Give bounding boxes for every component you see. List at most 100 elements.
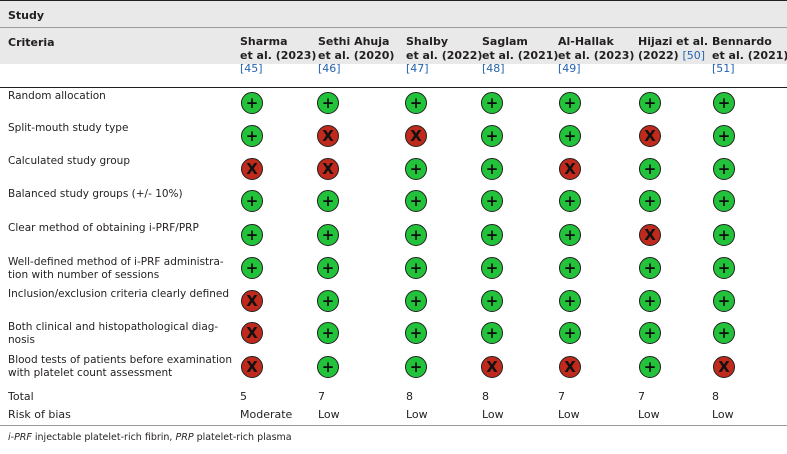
plus-icon: + xyxy=(481,158,503,180)
footnote-def-prp: platelet-rich plasma xyxy=(193,432,292,443)
study-reference-link[interactable]: [50] xyxy=(682,48,706,62)
top-rule xyxy=(0,0,787,1)
study-reference-link[interactable]: [51] xyxy=(712,62,735,75)
study-reference-link[interactable]: [47] xyxy=(406,62,429,75)
study-reference-link[interactable]: [48] xyxy=(482,62,505,75)
study-header: Hijazi et al. (2022) [50] xyxy=(638,35,708,62)
criteria-header: Criteria xyxy=(8,36,55,49)
criterion-line: Blood tests of patients before examinati… xyxy=(8,354,232,366)
footnote-abbr-iprf: i-PRF xyxy=(8,432,32,443)
header-band xyxy=(0,0,787,64)
plus-icon: + xyxy=(405,92,427,114)
criterion-label: Well-defined method of i-PRF administra-… xyxy=(8,256,224,282)
plus-icon: + xyxy=(713,190,735,212)
risk-value: Low xyxy=(712,408,734,421)
study-reference-link[interactable]: [45] xyxy=(240,62,263,75)
criterion-label: Both clinical and histopathological diag… xyxy=(8,321,218,347)
criterion-label: Clear method of obtaining i-PRF/PRP xyxy=(8,222,199,235)
cross-icon: X xyxy=(405,125,427,147)
criterion-line: tion with number of sessions xyxy=(8,269,160,281)
plus-icon: + xyxy=(559,290,581,312)
study-group-header: Study xyxy=(8,9,45,22)
criterion-label: Blood tests of patients before examinati… xyxy=(8,354,232,380)
criterion-line: Calculated study group xyxy=(8,155,130,167)
cross-icon: X xyxy=(317,158,339,180)
plus-icon: + xyxy=(639,190,661,212)
footnote: i-PRF injectable platelet-rich fibrin, P… xyxy=(8,432,292,444)
criterion-line: Clear method of obtaining i-PRF/PRP xyxy=(8,222,199,234)
criterion-line: Balanced study groups (+/- 10%) xyxy=(8,188,183,200)
plus-icon: + xyxy=(317,190,339,212)
cross-icon: X xyxy=(713,356,735,378)
plus-icon: + xyxy=(317,224,339,246)
study-reference-link[interactable]: [46] xyxy=(318,62,341,75)
total-value: 7 xyxy=(558,390,565,403)
total-value: 7 xyxy=(318,390,325,403)
criterion-label: Balanced study groups (+/- 10%) xyxy=(8,188,183,201)
plus-icon: + xyxy=(317,257,339,279)
plus-icon: + xyxy=(713,257,735,279)
risk-value: Low xyxy=(638,408,660,421)
plus-icon: + xyxy=(241,190,263,212)
plus-icon: + xyxy=(481,190,503,212)
criterion-line: Random allocation xyxy=(8,90,106,102)
study-header-line: Shalby xyxy=(406,35,448,48)
risk-value: Low xyxy=(558,408,580,421)
study-header-line: et al. (2023) xyxy=(558,48,635,62)
study-header-line: (2022) xyxy=(638,48,679,62)
cross-icon: X xyxy=(481,356,503,378)
plus-icon: + xyxy=(405,356,427,378)
plus-icon: + xyxy=(481,224,503,246)
header-bottom-rule xyxy=(0,87,787,88)
plus-icon: + xyxy=(481,125,503,147)
study-header: Al-Hallak et al. (2023) [49] xyxy=(558,35,634,76)
cross-icon: X xyxy=(241,322,263,344)
plus-icon: + xyxy=(639,158,661,180)
footnote-abbr-prp: PRP xyxy=(175,432,194,443)
plus-icon: + xyxy=(481,257,503,279)
study-reference-link[interactable]: [49] xyxy=(558,62,581,75)
total-value: 8 xyxy=(482,390,489,403)
plus-icon: + xyxy=(317,322,339,344)
criterion-label: Split-mouth study type xyxy=(8,122,128,135)
total-label: Total xyxy=(8,390,34,403)
plus-icon: + xyxy=(639,356,661,378)
cross-icon: X xyxy=(559,356,581,378)
plus-icon: + xyxy=(405,322,427,344)
study-header-line: et al. (2020) xyxy=(318,48,395,62)
criterion-line: Inclusion/exclusion criteria clearly def… xyxy=(8,288,230,300)
cross-icon: X xyxy=(317,125,339,147)
cross-icon: X xyxy=(639,224,661,246)
plus-icon: + xyxy=(559,322,581,344)
total-value: 7 xyxy=(638,390,645,403)
total-value: 8 xyxy=(406,390,413,403)
plus-icon: + xyxy=(241,257,263,279)
plus-icon: + xyxy=(639,290,661,312)
risk-value: Low xyxy=(318,408,340,421)
risk-value: Moderate xyxy=(240,408,293,421)
study-header-line: Sethi Ahuja xyxy=(318,35,390,48)
plus-icon: + xyxy=(317,92,339,114)
study-header-line: Al-Hallak xyxy=(558,35,614,48)
study-header-line: Sharma xyxy=(240,35,288,48)
footnote-def-iprf: injectable platelet-rich fibrin, xyxy=(31,432,176,443)
plus-icon: + xyxy=(405,158,427,180)
risk-value: Low xyxy=(406,408,428,421)
plus-icon: + xyxy=(559,125,581,147)
study-header-line: et al. (2021) xyxy=(712,48,787,62)
study-header: Sharma et al. (2023) [45] xyxy=(240,35,316,76)
total-value: 5 xyxy=(240,390,247,403)
plus-icon: + xyxy=(559,92,581,114)
study-header: Sethi Ahuja et al. (2020) [46] xyxy=(318,35,394,76)
criterion-line: Split-mouth study type xyxy=(8,122,129,134)
plus-icon: + xyxy=(241,224,263,246)
plus-icon: + xyxy=(639,257,661,279)
cross-icon: X xyxy=(241,356,263,378)
plus-icon: + xyxy=(241,125,263,147)
plus-icon: + xyxy=(481,92,503,114)
plus-icon: + xyxy=(317,290,339,312)
plus-icon: + xyxy=(713,290,735,312)
study-header: Bennardo et al. (2021) [51] xyxy=(712,35,787,76)
plus-icon: + xyxy=(405,190,427,212)
